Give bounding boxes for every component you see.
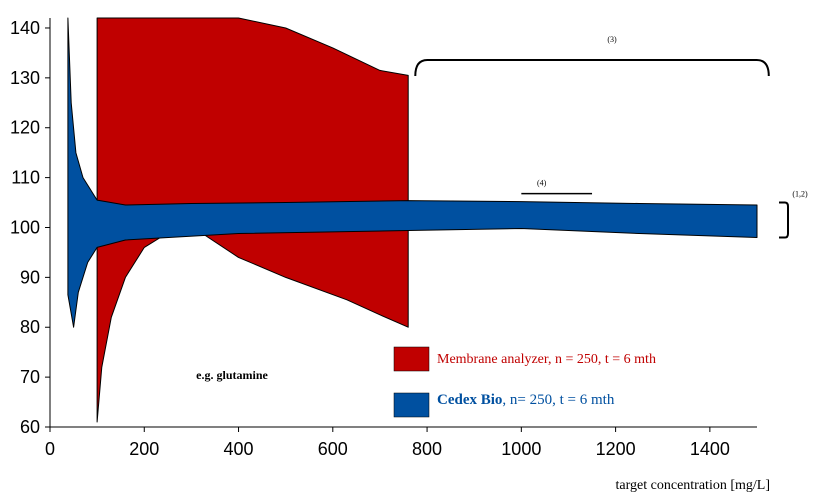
y-tick-label: 110 — [11, 168, 40, 188]
series-area-cedex — [67, 17, 758, 328]
x-tick-label: 1200 — [596, 439, 636, 459]
x-tick-label: 200 — [129, 439, 159, 459]
x-tick-label: 800 — [412, 439, 442, 459]
bracket-1-2 — [779, 201, 789, 239]
x-tick-label: 1400 — [690, 439, 730, 459]
y-tick-label: 70 — [20, 367, 40, 387]
y-tick-label: 90 — [20, 267, 40, 287]
annotation-label-1-2: (1,2) — [792, 190, 808, 199]
x-tick-label: 0 — [45, 439, 55, 459]
chart-axes: 0 200 400 600 800 1000 1200 1400 60 70 80 90 100 110 1… — [10, 18, 757, 459]
chart-annotations: (3) (4) (1,2) — [414, 35, 808, 239]
annotation-label-4: (4) — [537, 179, 547, 188]
example-label: e.g. glutamine — [196, 368, 268, 382]
legend-label-cedex: Cedex Bio, n= 250, t = 6 mth — [437, 392, 615, 408]
legend-label-cedex-rest: , n= 250, t = 6 mth — [502, 392, 614, 408]
annotation-label-3: (3) — [607, 35, 617, 44]
legend: Membrane analyzer, n = 250, t = 6 mth Ce… — [393, 346, 656, 418]
brace-3 — [414, 59, 770, 77]
legend-swatch-cedex — [393, 392, 430, 418]
y-tick-label: 60 — [20, 417, 40, 437]
chart-areas — [67, 17, 758, 423]
x-axis-label: target concentration [mg/L] — [616, 478, 770, 493]
legend-label-membrane: Membrane analyzer, n = 250, t = 6 mth — [437, 352, 656, 367]
x-tick-label: 600 — [318, 439, 348, 459]
y-tick-label: 80 — [20, 317, 40, 337]
y-tick-label: 100 — [10, 217, 40, 237]
y-tick-label: 120 — [10, 118, 40, 138]
x-tick-label: 400 — [224, 439, 254, 459]
legend-label-cedex-bold: Cedex Bio — [437, 392, 502, 408]
x-tick-label: 1000 — [501, 439, 541, 459]
y-tick-label: 140 — [10, 18, 40, 38]
legend-swatch-membrane — [393, 346, 430, 372]
y-tick-label: 130 — [10, 68, 40, 88]
